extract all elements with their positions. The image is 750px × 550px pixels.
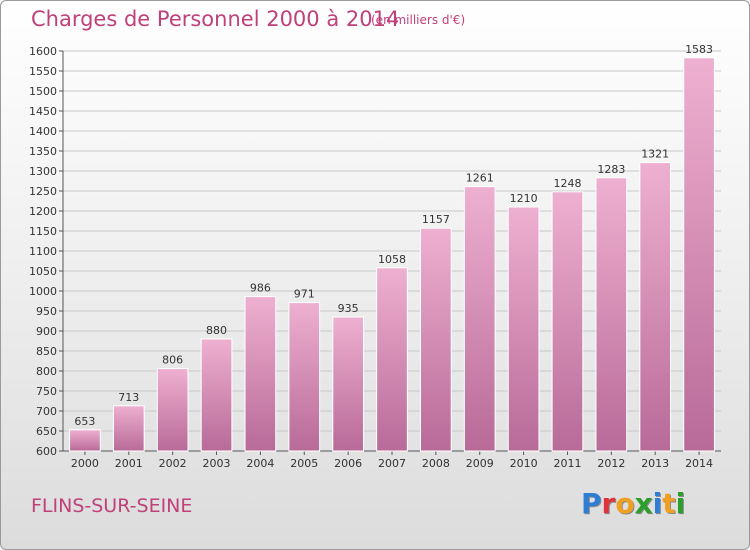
y-tick-label: 1300 (29, 165, 57, 178)
y-tick-label: 1000 (29, 285, 57, 298)
x-tick-label: 2013 (641, 457, 669, 470)
data-label: 1210 (510, 192, 538, 205)
bar-2014 (683, 57, 715, 452)
logo-letter: i (675, 487, 686, 520)
bar-2009 (463, 186, 496, 452)
data-label: 713 (118, 391, 139, 404)
y-tick-label: 700 (36, 405, 57, 418)
bar-2011 (551, 191, 584, 452)
bar-2002 (156, 368, 189, 452)
x-tick-label: 2007 (378, 457, 406, 470)
x-tick-label: 2003 (203, 457, 231, 470)
bar-2003 (200, 338, 233, 452)
x-tick-label: 2005 (290, 457, 318, 470)
bar-2001 (112, 405, 145, 452)
x-tick-label: 2009 (466, 457, 494, 470)
y-tick-label: 1400 (29, 125, 57, 138)
chart-subtitle: (en milliers d'€) (371, 13, 466, 27)
x-tick-label: 2012 (597, 457, 625, 470)
logo-letter: t (662, 487, 676, 520)
bars (69, 57, 715, 452)
y-tick-label: 650 (36, 425, 57, 438)
y-tick-label: 1600 (29, 45, 57, 58)
y-tick-label: 1450 (29, 105, 57, 118)
x-tick-label: 2011 (553, 457, 581, 470)
y-tick-label: 950 (36, 305, 57, 318)
data-label: 653 (74, 415, 95, 428)
x-tick-label: 2006 (334, 457, 362, 470)
x-tick-label: 2000 (71, 457, 99, 470)
y-tick-label: 600 (36, 445, 57, 458)
y-tick-label: 1050 (29, 265, 57, 278)
y-tick-label: 1500 (29, 85, 57, 98)
x-tick-label: 2002 (159, 457, 187, 470)
y-tick-label: 1100 (29, 245, 57, 258)
x-tick-label: 2014 (685, 457, 713, 470)
chart-title: Charges de Personnel 2000 à 2014 (31, 7, 400, 31)
x-tick-label: 2001 (115, 457, 143, 470)
y-tick-label: 1150 (29, 225, 57, 238)
data-label: 986 (250, 282, 271, 295)
bar-2010 (507, 206, 540, 452)
logo-letter: i (652, 487, 663, 520)
city-name: FLINS-SUR-SEINE (31, 495, 193, 517)
x-tick-label: 2010 (510, 457, 538, 470)
data-label: 880 (206, 324, 227, 337)
bar-2005 (288, 302, 321, 452)
bar-2006 (332, 316, 364, 452)
x-tick-label: 2004 (246, 457, 274, 470)
proxiti-logo: Proxiti (581, 487, 685, 520)
bar-2004 (244, 296, 277, 452)
axes: 600 650 700 750 800 850 900 950 1000 1050 1100 1150… (29, 45, 721, 470)
data-label: 1321 (641, 148, 669, 161)
data-label: 1261 (466, 172, 494, 185)
bar-2007 (376, 267, 408, 452)
data-label: 1157 (422, 213, 450, 226)
y-tick-label: 1350 (29, 145, 57, 158)
y-tick-label: 1550 (29, 65, 57, 78)
logo-letter: r (601, 487, 616, 520)
data-label: 1283 (597, 163, 625, 176)
y-tick-label: 1250 (29, 185, 57, 198)
x-tick-label: 2008 (422, 457, 450, 470)
bar-2008 (420, 227, 452, 452)
data-label: 935 (338, 302, 359, 315)
data-label: 1248 (553, 177, 581, 190)
bar-2013 (639, 162, 672, 452)
data-labels: 653 713 806 880 986 971 935 1058 1157 1261 1210 124… (74, 43, 713, 428)
y-tick-label: 1200 (29, 205, 57, 218)
y-tick-label: 850 (36, 345, 57, 358)
bar-2012 (595, 177, 628, 452)
data-label: 971 (294, 288, 315, 301)
logo-letter: o (615, 487, 635, 520)
y-tick-label: 750 (36, 385, 57, 398)
data-label: 1583 (685, 43, 713, 56)
bar-2000 (69, 429, 101, 452)
data-label: 806 (162, 354, 183, 367)
logo-letter: x (634, 487, 653, 520)
logo-letter: P (581, 487, 602, 520)
data-label: 1058 (378, 253, 406, 266)
y-tick-label: 900 (36, 325, 57, 338)
y-tick-label: 800 (36, 365, 57, 378)
